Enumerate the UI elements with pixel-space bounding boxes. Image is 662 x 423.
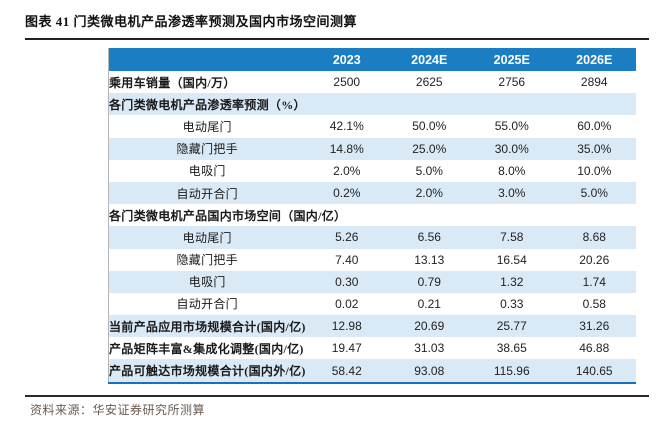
value-cell: 35.0% xyxy=(577,141,612,156)
figure-title: 图表 41 门类微电机产品渗透率预测及国内市场空间测算 xyxy=(25,14,358,29)
value-cell: 10.0% xyxy=(577,163,612,178)
value-cell: 0.30 xyxy=(335,274,359,289)
value-cell: 50.0% xyxy=(412,119,447,134)
table-row: 各门类微电机产品国内市场空间（国内/亿） xyxy=(109,204,636,226)
row-label-cell: 产品可触达市场规模合计(国内外/亿) xyxy=(109,364,306,379)
row-label-cell: 电动尾门 xyxy=(182,230,232,245)
row-label-cell: 乘用车销量（国内/万） xyxy=(109,75,236,90)
table-row: 产品矩阵丰富&集成化调整(国内/亿) 19.47 31.03 38.65 46.88 xyxy=(109,337,636,359)
table-row: 电动尾门 42.1% 50.0% 55.0% 60.0% xyxy=(109,115,636,137)
row-label-cell: 产品矩阵丰富&集成化调整(国内/亿) xyxy=(109,341,304,356)
table-row: 乘用车销量（国内/万） 2500 2625 2756 2894 xyxy=(109,71,636,93)
value-cell: 7.58 xyxy=(500,230,524,245)
value-cell: 3.0% xyxy=(498,186,526,201)
value-cell: 0.2% xyxy=(333,186,361,201)
value-cell xyxy=(388,204,471,226)
row-label-cell: 电吸门 xyxy=(188,275,226,290)
value-cell: 6.56 xyxy=(417,230,441,245)
table-row: 电吸门 2.0% 5.0% 8.0% 10.0% xyxy=(109,160,636,182)
value-cell: 0.79 xyxy=(417,274,441,289)
row-label-cell: 各门类微电机产品渗透率预测（%） xyxy=(109,97,306,112)
value-cell: 25.0% xyxy=(412,141,447,156)
value-cell: 60.0% xyxy=(577,119,612,134)
value-cell: 7.40 xyxy=(335,252,359,267)
table-row: 自动开合门 0.02 0.21 0.33 0.58 xyxy=(109,293,636,315)
value-cell: 2.0% xyxy=(415,186,443,201)
value-cell: 2500 xyxy=(333,75,361,90)
value-cell: 31.03 xyxy=(414,341,445,356)
table-row: 自动开合门 0.2% 2.0% 3.0% 5.0% xyxy=(108,181,636,205)
title-divider xyxy=(25,38,649,40)
row-label-cell: 各门类微电机产品国内市场空间（国内/亿） xyxy=(109,208,347,223)
value-cell: 0.02 xyxy=(335,296,359,311)
value-cell: 16.54 xyxy=(496,252,527,267)
value-cell: 115.96 xyxy=(493,363,530,378)
value-cell xyxy=(306,93,389,115)
value-cell: 20.69 xyxy=(414,319,445,334)
value-cell: 14.8% xyxy=(329,141,364,156)
value-cell xyxy=(553,93,636,115)
table-row: 电吸门 0.30 0.79 1.32 1.74 xyxy=(108,270,636,293)
source-note: 资料来源：华安证券研究所测算 xyxy=(30,403,206,417)
table-row: 隐藏门把手 14.8% 25.0% 30.0% 35.0% xyxy=(108,137,636,160)
corner-header-cell xyxy=(108,48,306,71)
value-cell: 19.47 xyxy=(331,341,362,356)
table-row: 隐藏门把手 7.40 13.13 16.54 20.26 xyxy=(109,249,636,271)
row-label-cell: 电动尾门 xyxy=(182,119,232,134)
year-header-cell: 2026E xyxy=(553,48,636,71)
value-cell: 8.0% xyxy=(498,163,526,178)
value-cell: 140.65 xyxy=(575,363,613,378)
value-cell: 42.1% xyxy=(329,119,364,134)
value-cell: 13.13 xyxy=(414,252,445,267)
value-cell: 2.0% xyxy=(333,163,361,178)
value-cell: 1.32 xyxy=(500,274,524,289)
value-cell: 0.33 xyxy=(500,296,524,311)
value-cell: 55.0% xyxy=(494,119,529,134)
value-cell: 38.65 xyxy=(496,341,527,356)
row-label-cell: 电吸门 xyxy=(188,164,226,179)
value-cell: 20.26 xyxy=(579,252,610,267)
row-label-cell: 自动开合门 xyxy=(176,297,238,312)
value-cell: 46.88 xyxy=(579,341,610,356)
year-header-cell: 2025E xyxy=(470,48,553,71)
value-cell: 8.68 xyxy=(582,230,606,245)
table-row: 产品可触达市场规模合计(国内外/亿) 58.42 93.08 115.96 140.65 xyxy=(108,359,636,383)
value-cell: 5.0% xyxy=(580,186,608,201)
value-cell xyxy=(553,204,636,226)
value-cell xyxy=(471,204,554,226)
value-cell: 12.98 xyxy=(331,319,362,334)
value-cell xyxy=(388,93,471,115)
footer-divider xyxy=(25,395,649,397)
row-label-cell: 当前产品应用市场规模合计(国内/亿) xyxy=(109,319,306,334)
year-header-cell: 2024E xyxy=(388,48,471,71)
value-cell: 1.74 xyxy=(582,274,606,289)
value-cell: 5.26 xyxy=(335,230,359,245)
value-cell: 30.0% xyxy=(494,141,529,156)
value-cell: 93.08 xyxy=(414,363,445,378)
penetration-forecast-table: 2023 2024E 2025E 2026E 乘用车销量（国内/万） 2500 2625 2… xyxy=(108,48,636,384)
value-cell: 5.0% xyxy=(415,163,443,178)
value-cell: 31.26 xyxy=(579,319,610,334)
row-label-cell: 自动开合门 xyxy=(176,186,238,201)
table-row: 各门类微电机产品渗透率预测（%） xyxy=(108,93,636,116)
value-cell: 0.21 xyxy=(417,296,441,311)
value-cell: 2756 xyxy=(498,75,526,90)
value-cell: 2894 xyxy=(580,75,608,90)
table-header-row: 2023 2024E 2025E 2026E xyxy=(108,48,636,71)
table-row: 电动尾门 5.26 6.56 7.58 8.68 xyxy=(108,226,636,249)
value-cell: 2625 xyxy=(415,75,443,90)
value-cell: 58.42 xyxy=(331,363,362,378)
value-cell xyxy=(471,93,554,115)
year-header-cell: 2023 xyxy=(305,48,388,71)
table-row: 当前产品应用市场规模合计(国内/亿) 12.98 20.69 25.77 31.26 xyxy=(108,315,636,338)
value-cell: 25.77 xyxy=(496,319,527,334)
row-label-cell: 隐藏门把手 xyxy=(176,253,238,268)
row-label-cell: 隐藏门把手 xyxy=(176,142,238,157)
value-cell: 0.58 xyxy=(582,296,606,311)
